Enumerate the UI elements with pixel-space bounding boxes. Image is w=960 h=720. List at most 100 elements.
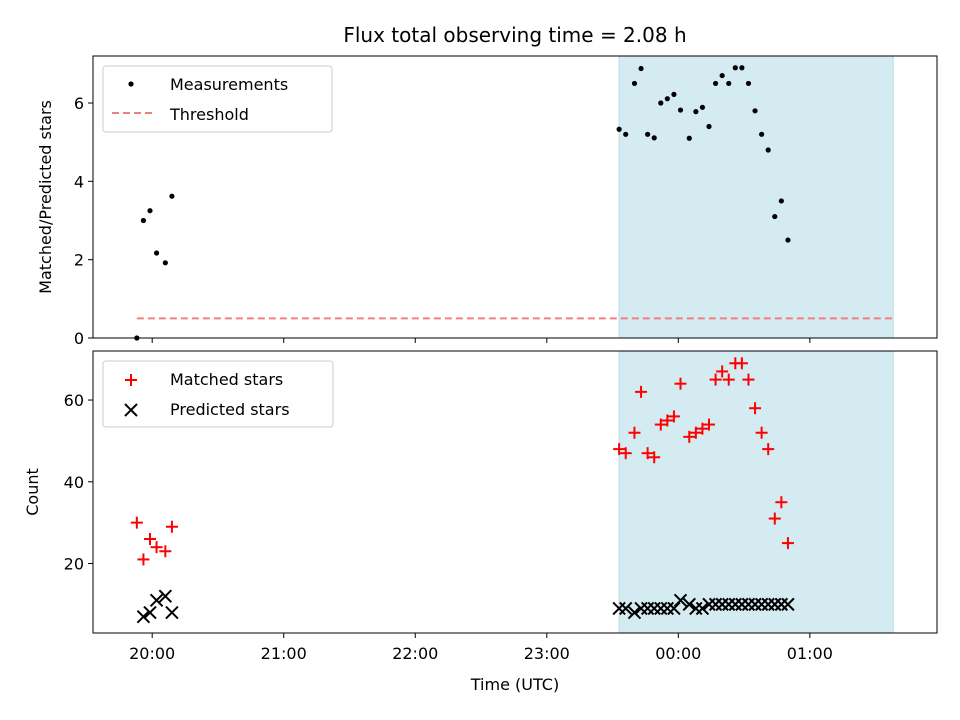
matched-star-point	[742, 373, 755, 386]
matched-star-point	[165, 520, 178, 533]
measurement-point	[677, 107, 684, 113]
matched-star-point	[775, 496, 788, 509]
predicted-star-point	[667, 601, 681, 616]
matched-star-point	[619, 447, 632, 460]
predicted-star-point	[708, 597, 723, 612]
matched-star-point	[749, 402, 762, 415]
measurement-point	[706, 123, 712, 130]
bottom-xticks: 20:00 21:00 22:00 23:00 00:00 01:00	[129, 633, 833, 663]
predicted-star-point	[689, 601, 703, 616]
predicted-star-point	[715, 597, 729, 612]
bottom-legend: Matched stars Predicted stars	[102, 360, 334, 428]
measurement-point	[616, 126, 622, 132]
xtick-label: 23:00	[524, 644, 570, 663]
measurement-point	[699, 104, 706, 110]
bottom-points-layer	[130, 357, 795, 624]
measurement-point	[726, 80, 732, 87]
xtick-label: 22:00	[392, 644, 438, 663]
predicted-star-point	[741, 597, 756, 612]
bottom-ytick-label: 60	[64, 391, 84, 410]
matched-star-point	[735, 357, 748, 370]
matched-star-point	[143, 533, 156, 545]
predicted-star-point	[654, 601, 668, 616]
predicted-star-point	[165, 605, 179, 620]
top-ytick-label: 4	[74, 172, 84, 191]
measurement-point	[645, 131, 651, 137]
xtick-label: 21:00	[261, 644, 307, 663]
matched-star-point	[130, 516, 143, 529]
measurement-point	[623, 131, 629, 137]
matched-star-point	[635, 385, 648, 398]
top-legend-box	[102, 65, 333, 133]
top-xticks	[151, 338, 811, 343]
chart-title: Flux total observing time = 2.08 h	[343, 23, 686, 47]
measurement-point	[671, 91, 677, 97]
predicted-star-point	[634, 601, 648, 616]
measurement-point	[693, 109, 699, 115]
measurement-point	[162, 260, 168, 266]
legend-measurements-label: Measurements	[170, 75, 288, 94]
matched-star-point	[755, 426, 768, 439]
predicted-star-point	[728, 597, 743, 612]
bottom-shaded-rect	[618, 350, 894, 634]
measurement-point	[147, 208, 153, 214]
top-subplot: 0 2 4 6 Matched/Predicted stars Measurement…	[36, 55, 938, 348]
measurement-point	[686, 135, 692, 141]
x-axis-label: Time (UTC)	[470, 675, 559, 694]
predicted-star-point	[748, 597, 762, 612]
top-plot-frame	[92, 55, 938, 339]
measurement-point	[153, 250, 160, 256]
measurement-point	[651, 135, 657, 141]
legend-threshold-label: Threshold	[169, 105, 249, 124]
matched-star-point	[613, 443, 626, 456]
predicted-star-point	[774, 597, 789, 612]
measurement-point	[631, 80, 638, 87]
measurement-point	[732, 65, 738, 71]
predicted-star-point	[673, 593, 688, 608]
measurement-point	[658, 100, 664, 106]
matched-star-point	[641, 447, 654, 460]
top-shaded-rect	[618, 55, 894, 339]
predicted-star-point	[768, 597, 782, 612]
predicted-star-point	[735, 597, 749, 612]
measurement-point	[785, 237, 791, 243]
matched-star-point	[137, 553, 150, 566]
predicted-star-point	[660, 601, 675, 616]
measurement-point	[745, 80, 752, 87]
top-ytick-label: 0	[74, 329, 84, 348]
predicted-star-point	[682, 597, 696, 612]
matched-star-point	[654, 418, 667, 431]
matched-star-point	[696, 422, 709, 435]
predicted-star-point	[781, 597, 795, 612]
measurement-point	[712, 80, 719, 87]
xtick-label: 20:00	[129, 644, 175, 663]
measurement-point	[719, 72, 725, 79]
measurement-point	[739, 65, 745, 71]
xtick-label: 00:00	[655, 644, 701, 663]
matched-star-point	[709, 373, 722, 386]
predicted-star-point	[627, 605, 642, 620]
bottom-shaded-span	[618, 350, 894, 634]
measurement-point	[759, 131, 765, 137]
matched-star-point	[703, 418, 716, 431]
matched-star-point	[722, 373, 735, 386]
matched-star-point	[674, 377, 687, 390]
top-legend: Measurements Threshold	[102, 65, 333, 133]
predicted-star-point	[158, 589, 173, 603]
bottom-ytick-label: 20	[64, 555, 84, 574]
legend-matched-marker	[125, 374, 137, 386]
matched-star-point	[159, 545, 172, 558]
predicted-star-point	[618, 601, 633, 616]
top-shaded-span	[618, 55, 894, 339]
predicted-star-point	[695, 601, 710, 616]
matched-star-point	[768, 512, 781, 525]
bottom-plot-frame	[92, 350, 938, 634]
predicted-star-point	[136, 609, 151, 624]
top-ytick-label: 2	[74, 251, 84, 270]
matched-star-point	[661, 414, 674, 427]
matched-star-point	[716, 365, 729, 378]
bottom-legend-box	[102, 360, 334, 428]
top-points-layer	[134, 65, 791, 341]
legend-matched-label: Matched stars	[170, 370, 283, 389]
